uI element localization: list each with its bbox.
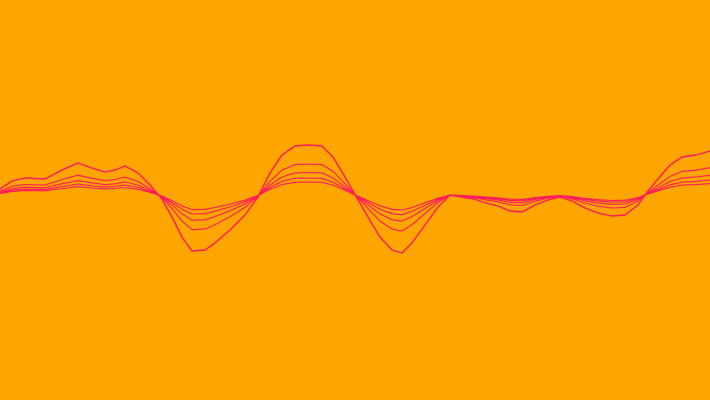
waveform-line-4 bbox=[0, 177, 710, 216]
waveform-line-5 bbox=[0, 181, 710, 211]
waveform-line-2 bbox=[0, 163, 710, 232]
waveform-line-3 bbox=[0, 171, 710, 222]
waveform-lines bbox=[0, 144, 710, 254]
waveform-line-1 bbox=[0, 144, 710, 254]
